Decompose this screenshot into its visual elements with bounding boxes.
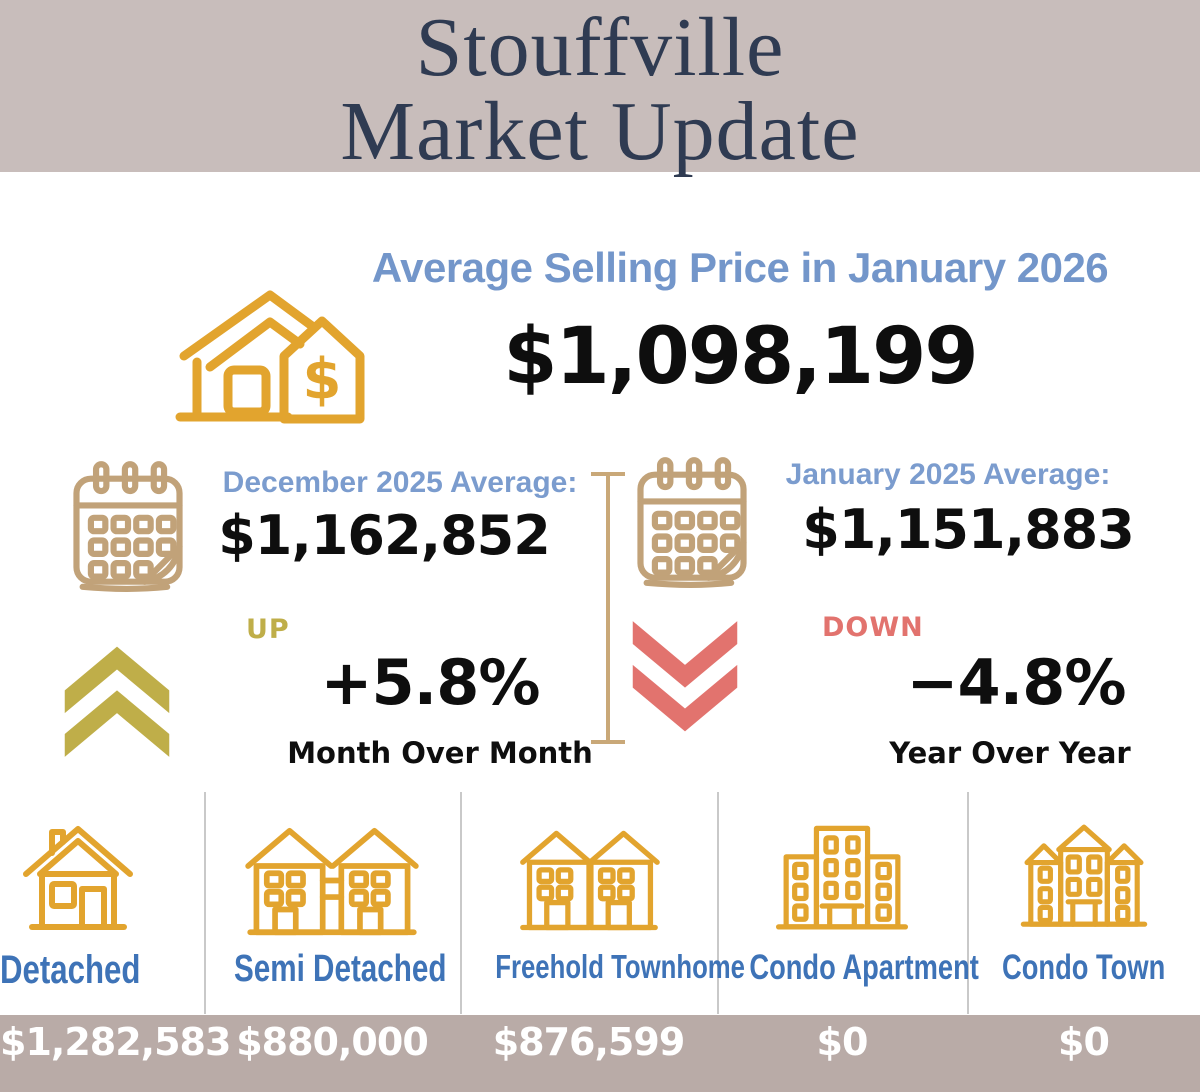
type-label: Condo Town (1001, 948, 1166, 987)
month-over-month-caption: Month Over Month (287, 736, 593, 770)
down-label: DOWN (822, 612, 924, 643)
page-title-line-2: Market Update (340, 85, 860, 178)
price-bar: $1,282,583 $880,000 $876,599 $0 $0 (0, 1015, 1200, 1092)
type-label: Freehold Townhome (495, 948, 746, 985)
month-comparison-price: $1,162,852 (218, 504, 551, 567)
house-price-tag-icon: $ (170, 274, 370, 426)
detached-price: $1,282,583 (0, 1020, 231, 1064)
hero-heading: Average Selling Price in January 2026 (371, 244, 1109, 291)
condo-town-price: $0 (1058, 1020, 1110, 1064)
detached-house-icon (18, 816, 138, 938)
type-label: Condo Apartment (749, 948, 979, 987)
double-chevron-up-icon (60, 634, 174, 760)
type-label: Semi Detached (233, 948, 447, 990)
year-over-year-change: −4.8% (906, 646, 1127, 719)
semi-detached-price: $880,000 (236, 1020, 429, 1064)
condo-apartment-price: $0 (816, 1020, 869, 1064)
column-divider (460, 792, 462, 1014)
year-comparison-label: January 2025 Average: (785, 458, 1111, 491)
freehold-townhome-icon (517, 816, 661, 944)
column-divider (717, 792, 719, 1014)
svg-text:$: $ (303, 347, 342, 412)
month-over-month-change: +5.8% (320, 646, 541, 719)
freehold-townhome-price: $876,599 (492, 1020, 686, 1064)
double-chevron-down-icon (628, 618, 742, 744)
column-divider (204, 792, 206, 1014)
condo-town-icon (1014, 816, 1154, 940)
calendar-icon (66, 456, 190, 592)
condo-apartment-icon (771, 816, 913, 944)
property-type-freehold-townhome: Freehold Townhome (460, 800, 746, 1014)
vertical-divider (591, 472, 625, 744)
property-type-detached: Detached (0, 800, 204, 1014)
property-type-condo-apartment: Condo Apartment (717, 800, 979, 1014)
property-type-semi-detached: Semi Detached (204, 800, 460, 1014)
year-over-year-caption: Year Over Year (889, 736, 1131, 770)
hero-average-price: $1,098,199 (503, 312, 978, 402)
type-label: Detached (0, 948, 141, 992)
up-label: UP (246, 614, 290, 645)
semi-detached-icon (244, 816, 420, 946)
header-band: Stouffville Market Update (0, 0, 1200, 178)
calendar-icon (630, 452, 754, 588)
month-comparison-label: December 2025 Average: (222, 466, 578, 499)
year-comparison-price: $1,151,883 (802, 498, 1135, 561)
property-type-condo-town: Condo Town (967, 800, 1200, 1014)
page-title-line-1: Stouffville (415, 1, 785, 94)
column-divider (967, 792, 969, 1014)
